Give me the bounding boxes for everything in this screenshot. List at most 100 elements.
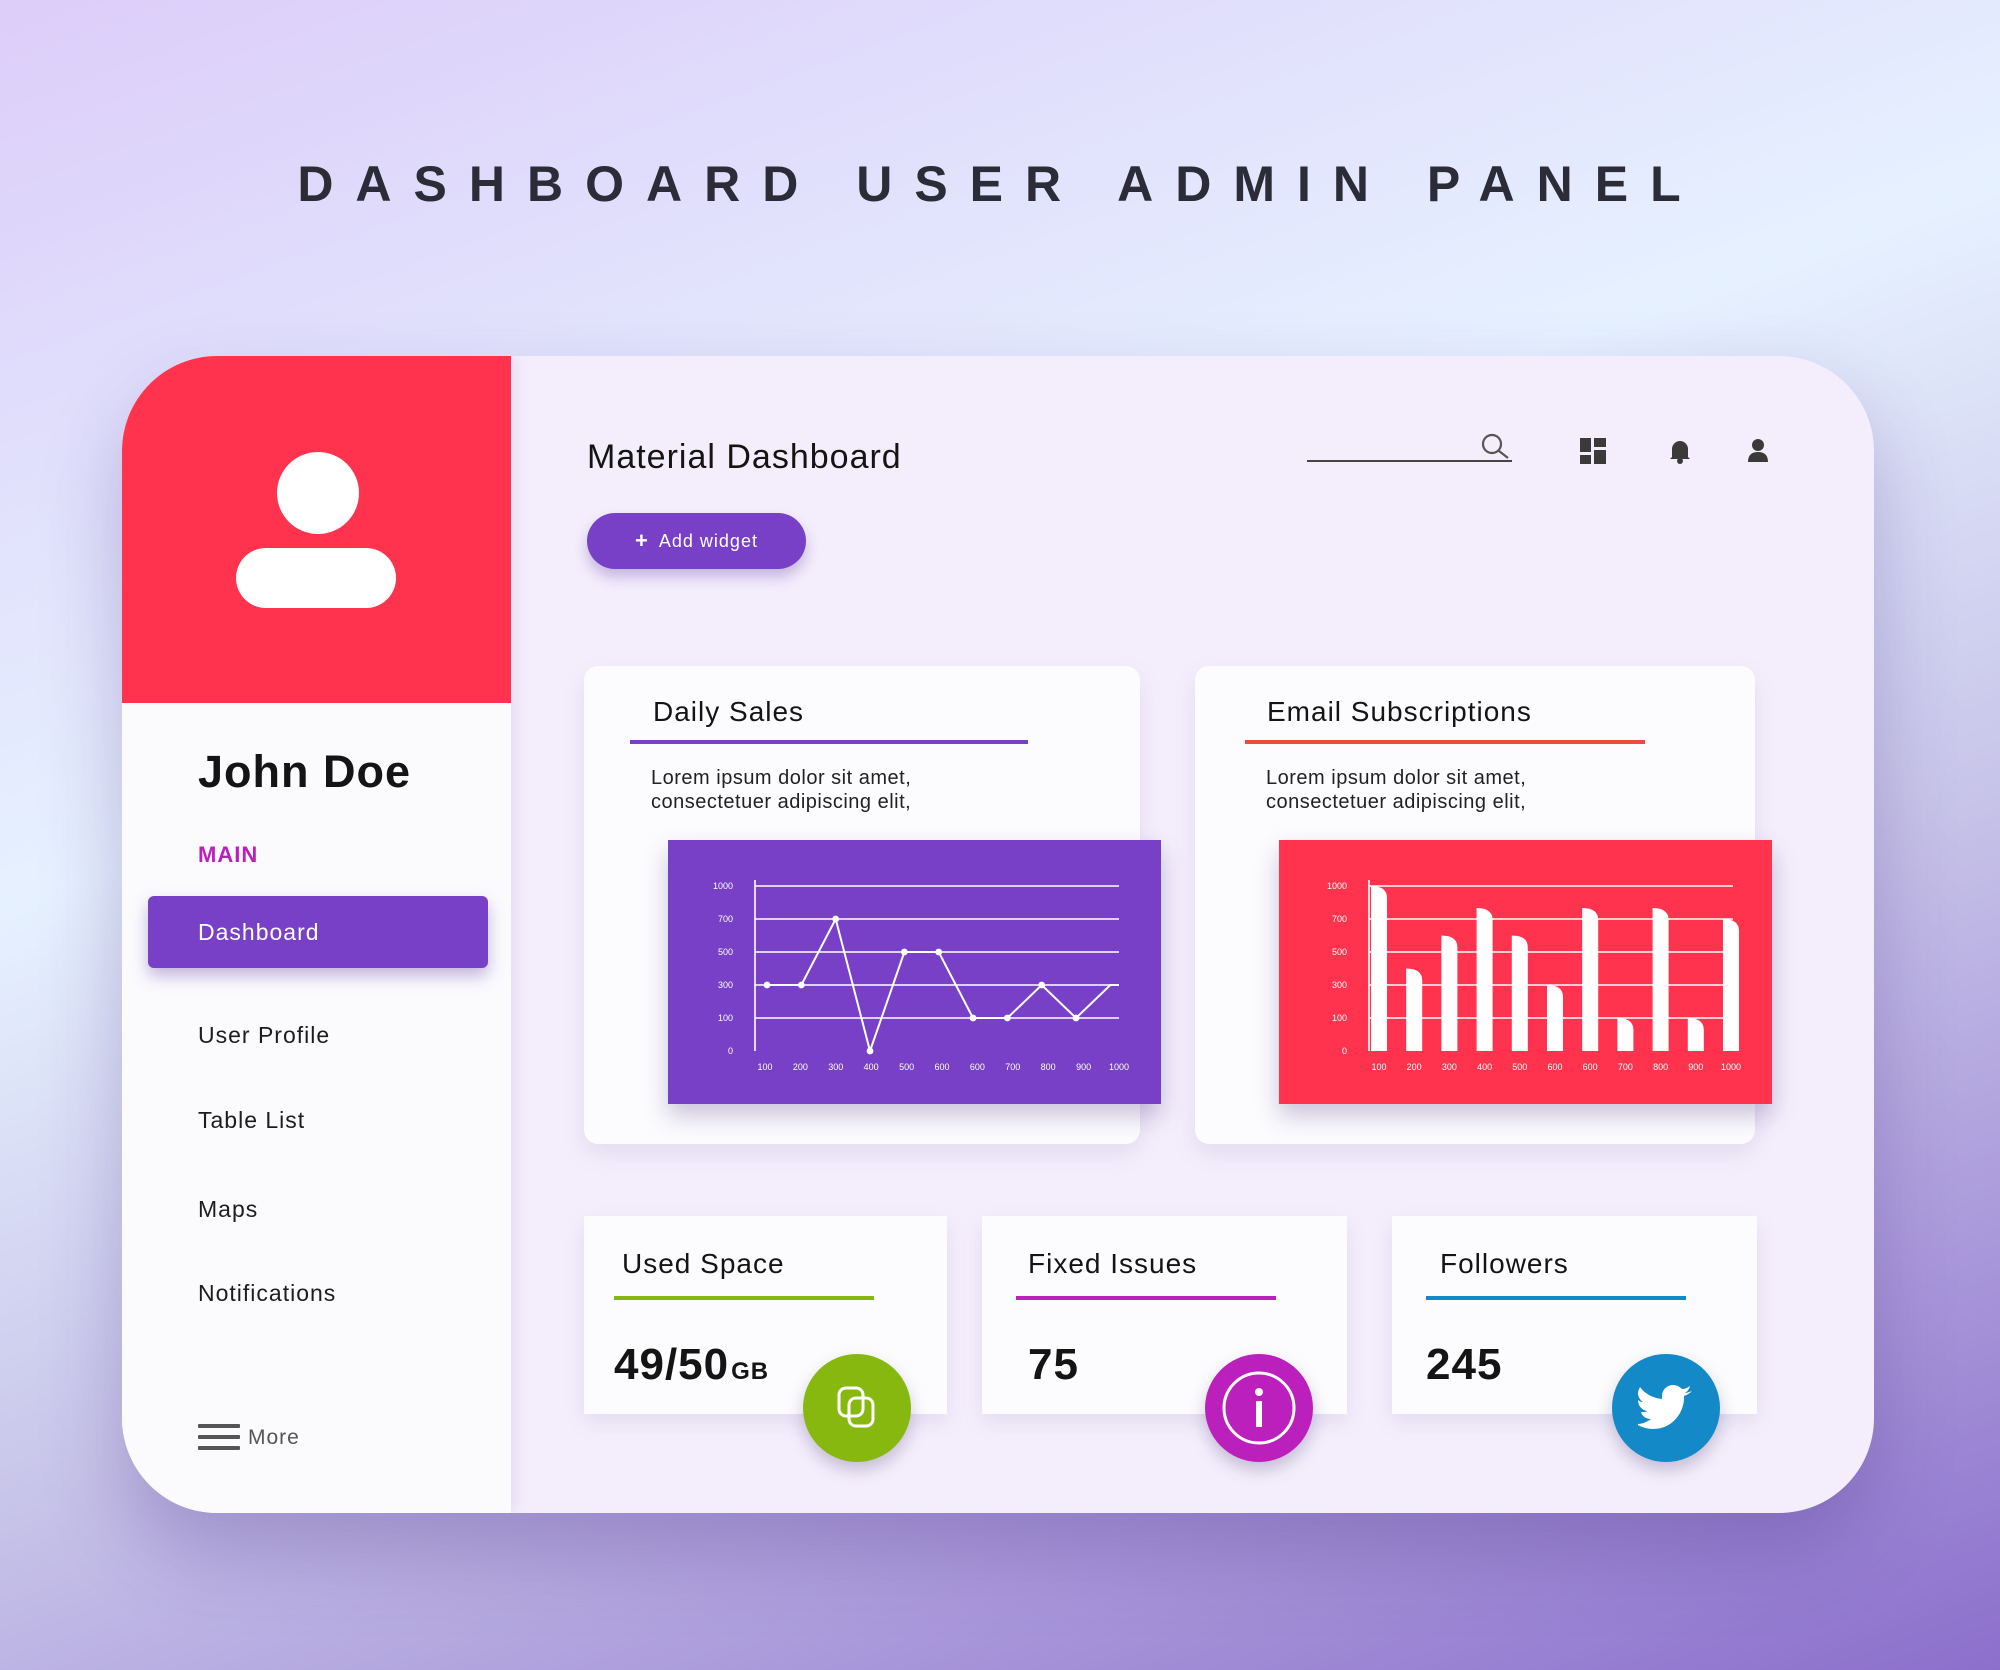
- sidebar-item-user-profile[interactable]: User Profile: [198, 1022, 331, 1048]
- data-point: [797, 981, 805, 989]
- copy-icon[interactable]: [803, 1354, 911, 1462]
- x-tick-label: 600: [1547, 1062, 1562, 1072]
- x-tick-label: 400: [1477, 1062, 1492, 1072]
- stat-value-number: 49/50: [614, 1340, 730, 1389]
- x-tick-label: 1000: [1721, 1062, 1741, 1072]
- x-tick-label: 400: [864, 1062, 879, 1072]
- y-tick-label: 100: [718, 1013, 733, 1023]
- daily-sales-chart: 1000 700 500 300 100 0 100 200 300 400 500 600 600 70…: [668, 840, 1161, 1104]
- grid-icon[interactable]: [1580, 438, 1606, 469]
- stat-title: Fixed Issues: [1028, 1248, 1198, 1279]
- x-tick-label: 200: [1407, 1062, 1422, 1072]
- avatar-body-shape: [236, 548, 396, 608]
- x-tick-label: 700: [1005, 1062, 1020, 1072]
- card-description-line: consectetuer adipiscing elit,: [651, 791, 912, 813]
- data-point: [935, 948, 943, 956]
- bell-icon[interactable]: [1668, 438, 1692, 469]
- x-tick-label: 900: [1076, 1062, 1091, 1072]
- data-point: [1072, 1014, 1080, 1022]
- data-point: [1038, 981, 1046, 989]
- bar: [1582, 908, 1599, 1051]
- bar: [1723, 919, 1739, 1051]
- y-tick-label: 0: [728, 1046, 733, 1056]
- card-title: Daily Sales: [653, 696, 805, 727]
- add-widget-label: Add widget: [658, 530, 758, 551]
- dashboard-title: Material Dashboard: [587, 438, 902, 476]
- bar: [1547, 985, 1563, 1051]
- x-tick-label: 500: [899, 1062, 914, 1072]
- email-subscriptions-chart: 1000 700 500 300 100 0 100 200 300 400 500 600 600 70…: [1279, 840, 1772, 1104]
- y-tick-label: 300: [718, 980, 733, 990]
- more-button[interactable]: More: [198, 1424, 300, 1452]
- stat-title: Followers: [1440, 1248, 1569, 1279]
- card-description: Lorem ipsum dolor sit amet, consectetuer…: [651, 766, 911, 814]
- avatar-icon: [277, 452, 359, 534]
- menu-icon: [198, 1424, 240, 1452]
- admin-panel: John Doe MAIN Dashboard User Profile Tab…: [122, 356, 1874, 1513]
- sidebar: John Doe MAIN Dashboard User Profile Tab…: [122, 356, 511, 1513]
- x-tick-label: 1000: [1109, 1062, 1129, 1072]
- y-tick-label: 500: [718, 947, 733, 957]
- stat-title: Used Space: [622, 1248, 785, 1279]
- x-tick-label: 300: [1442, 1062, 1457, 1072]
- bar: [1652, 908, 1669, 1051]
- x-tick-label: 800: [1653, 1062, 1668, 1072]
- bar: [1617, 1018, 1634, 1051]
- more-label: More: [248, 1426, 300, 1449]
- x-tick-label: 100: [757, 1062, 772, 1072]
- bar: [1441, 935, 1458, 1051]
- search-input[interactable]: [1307, 460, 1512, 462]
- sidebar-item-notifications[interactable]: Notifications: [198, 1280, 337, 1306]
- info-icon[interactable]: [1205, 1354, 1313, 1462]
- data-point: [1003, 1014, 1011, 1022]
- x-tick-label: 500: [1512, 1062, 1527, 1072]
- sidebar-item-table-list[interactable]: Table List: [198, 1107, 306, 1133]
- x-tick-label: 600: [934, 1062, 949, 1072]
- y-tick-label: 100: [1332, 1013, 1347, 1023]
- card-description-line: consectetuer adipiscing elit,: [1266, 791, 1527, 813]
- card-title: Email Subscriptions: [1267, 696, 1532, 727]
- bar: [1476, 908, 1493, 1051]
- bar: [1687, 1018, 1704, 1051]
- bar: [1406, 968, 1423, 1051]
- search-icon[interactable]: [1480, 432, 1510, 467]
- data-point: [969, 1014, 977, 1022]
- page-title: DASHBOARD USER ADMIN PANEL: [297, 156, 1703, 212]
- x-tick-label: 700: [1618, 1062, 1633, 1072]
- nav-section-label: MAIN: [198, 842, 259, 867]
- y-tick-label: 1000: [1327, 881, 1347, 891]
- add-widget-button[interactable]: + Add widget: [587, 513, 806, 569]
- stat-value: 75: [1028, 1340, 1079, 1389]
- line-series: [767, 916, 1119, 1055]
- card-description-line: Lorem ipsum dolor sit amet,: [651, 767, 912, 789]
- bar: [1511, 935, 1528, 1051]
- stat-underline: [1016, 1296, 1276, 1300]
- y-tick-label: 300: [1332, 980, 1347, 990]
- y-tick-label: 500: [1332, 947, 1347, 957]
- twitter-icon[interactable]: [1612, 1354, 1720, 1462]
- sidebar-item-label: Dashboard: [198, 919, 320, 945]
- y-tick-label: 700: [718, 914, 733, 924]
- x-tick-label: 300: [828, 1062, 843, 1072]
- card-description: Lorem ipsum dolor sit amet, consectetuer…: [1266, 766, 1526, 814]
- plus-icon: +: [635, 528, 649, 553]
- y-tick-label: 0: [1342, 1046, 1347, 1056]
- user-icon[interactable]: [1746, 438, 1770, 469]
- x-tick-label: 200: [793, 1062, 808, 1072]
- x-tick-label: 100: [1371, 1062, 1386, 1072]
- y-tick-label: 1000: [713, 881, 733, 891]
- sidebar-item-dashboard[interactable]: Dashboard: [148, 896, 488, 968]
- sidebar-item-maps[interactable]: Maps: [198, 1196, 259, 1222]
- user-name: John Doe: [198, 746, 412, 797]
- profile-header: [122, 356, 511, 703]
- stat-value-unit: GB: [731, 1358, 770, 1385]
- stat-value: 49/50GB: [614, 1340, 769, 1390]
- x-tick-label: 600: [970, 1062, 985, 1072]
- card-title-underline: [1245, 740, 1645, 744]
- data-point: [900, 948, 908, 956]
- card-description-line: Lorem ipsum dolor sit amet,: [1266, 767, 1527, 789]
- x-tick-label: 800: [1041, 1062, 1056, 1072]
- stat-value: 245: [1426, 1340, 1503, 1389]
